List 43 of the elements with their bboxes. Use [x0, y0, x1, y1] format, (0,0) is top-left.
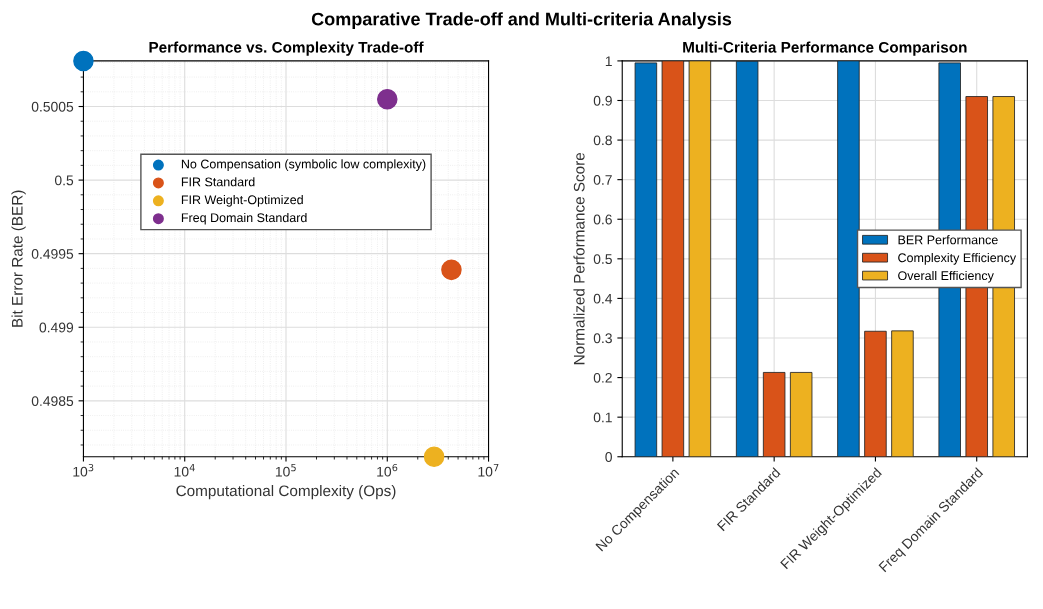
x-tick-label: 10$^{7}$ — [478, 464, 499, 477]
x-tick-label: 10$^{5}$ — [275, 464, 296, 477]
y-tick-label: 0.499 — [39, 322, 74, 333]
bar — [864, 330, 887, 457]
legend-label: No Compensation (symbolic low complexity) — [181, 159, 426, 171]
x-tick-label: 10$^{4}$ — [174, 464, 195, 477]
legend-label: FIR Weight-Optimized — [181, 195, 303, 207]
x-tick-label: 10$^{3}$ — [73, 463, 94, 477]
legend-label: BER Performance — [898, 235, 998, 245]
legend-label: Overall Efficiency — [898, 270, 994, 283]
x-tick-label: 10$^{6}$ — [377, 463, 398, 477]
y-tick-label: 0.9 — [593, 95, 612, 106]
x-axis-title: Computational Complexity (Ops) — [176, 484, 396, 500]
y-tick-label: 0.4985 — [31, 396, 74, 406]
bar — [688, 60, 712, 457]
y-tick-label: 1 — [605, 56, 612, 66]
y-tick-label: 0.4995 — [31, 249, 74, 259]
chart-title: Performance vs. Complexity Trade-off — [149, 41, 424, 56]
legend-label: FIR Standard — [181, 177, 255, 187]
bar — [789, 372, 813, 457]
chart-title: Multi-Criteria Performance Comparison — [683, 41, 967, 56]
y-tick-label: 0.5 — [54, 175, 74, 186]
bar — [735, 60, 759, 457]
bar — [891, 330, 914, 457]
text: Comparative Trade-off and Multi-criteria Analysis — [311, 12, 732, 30]
bar — [837, 60, 860, 457]
y-tick-label: 0.6 — [593, 214, 612, 225]
y-tick-label: 0.4 — [593, 293, 613, 304]
bar — [762, 372, 786, 457]
y-axis-title: Bit Error Rate (BER) — [11, 190, 26, 327]
legend-label: Freq Domain Standard — [181, 212, 307, 225]
y-tick-label: 0.1 — [593, 412, 612, 423]
bar — [661, 60, 685, 457]
y-axis-title: Normalized Performance Score — [573, 152, 585, 365]
y-tick-label: 0.7 — [593, 174, 612, 185]
bar — [634, 62, 658, 457]
legend-label: Complexity Efficiency — [898, 253, 1017, 265]
y-tick-label: 0.3 — [593, 333, 612, 344]
y-tick-label: 0.5005 — [31, 101, 74, 112]
y-tick-label: 0.5 — [593, 254, 612, 264]
y-tick-label: 0 — [605, 452, 612, 462]
y-tick-label: 0.8 — [593, 135, 612, 146]
y-tick-label: 0.2 — [593, 372, 612, 383]
